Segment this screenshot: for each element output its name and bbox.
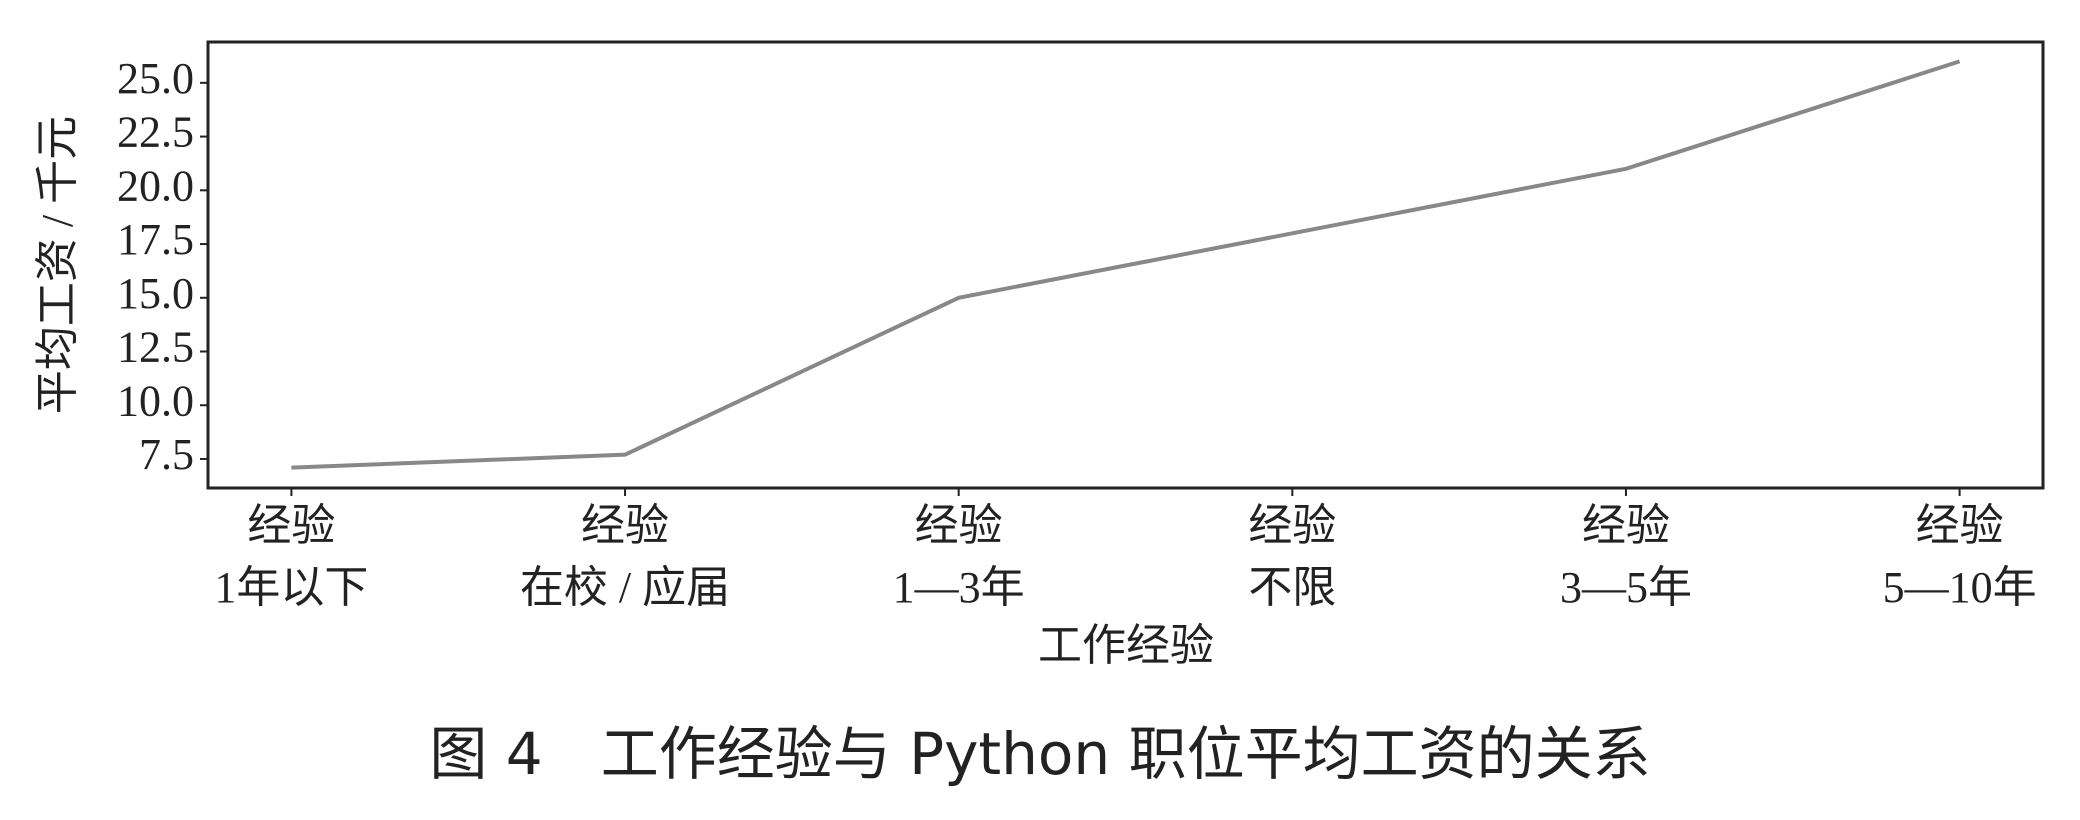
chart-title: 图 4 工作经验与 Python 职位平均工资的关系 [429, 720, 1650, 788]
y-tick-label: 17.5 [117, 215, 194, 264]
y-axis-label: 平均工资 / 千元 [33, 116, 82, 414]
x-tick-label: 在校 / 应届 [520, 563, 730, 612]
x-axis-label: 工作经验 [1038, 621, 1214, 670]
x-tick-label: 经验 [247, 501, 335, 550]
y-tick-label: 20.0 [117, 161, 194, 210]
y-tick-label: 22.5 [117, 108, 194, 157]
plot-frame [206, 40, 2045, 490]
y-tick-label: 15.0 [117, 269, 194, 318]
x-tick-label: 1—3年 [893, 563, 1025, 612]
y-tick-label: 12.5 [117, 323, 194, 372]
line-series [291, 59, 1961, 470]
x-tick-label: 3—5年 [1560, 563, 1692, 612]
x-tick-label: 经验 [581, 501, 669, 550]
y-tick-label: 10.0 [117, 376, 194, 425]
x-tick-label: 经验 [915, 501, 1003, 550]
x-tick-label: 经验 [1248, 501, 1336, 550]
x-tick-label: 5—10年 [1883, 563, 2037, 612]
x-tick-label: 1年以下 [214, 563, 368, 612]
x-tick-label: 经验 [1582, 501, 1670, 550]
y-tick-label: 25.0 [117, 54, 194, 103]
y-tick-label: 7.5 [139, 430, 194, 479]
x-tick-label: 经验 [1916, 501, 2004, 550]
x-tick-label: 不限 [1248, 563, 1336, 612]
